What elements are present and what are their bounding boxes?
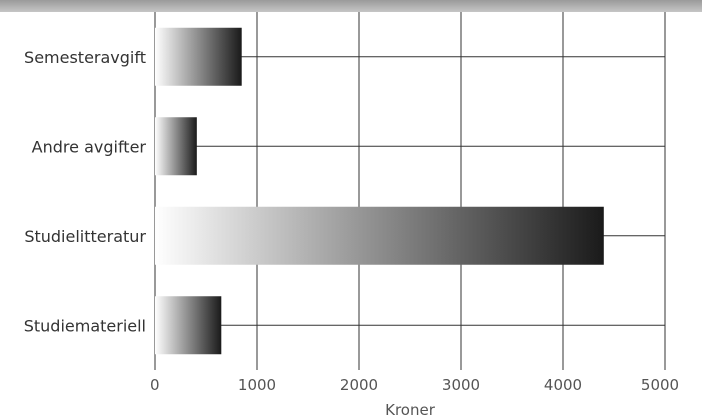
bar-andre-avgifter xyxy=(155,117,197,176)
category-label-andre-avgifter: Andre avgifter xyxy=(32,137,147,156)
x-axis-title: Kroner xyxy=(385,401,436,419)
x-tick-label-0: 0 xyxy=(150,376,160,394)
bars xyxy=(155,27,604,355)
category-label-semesteravgift: Semesteravgift xyxy=(24,48,146,67)
x-tick-label-5000: 5000 xyxy=(641,376,679,394)
bar-studiemateriell xyxy=(155,296,222,355)
category-label-studielitteratur: Studielitteratur xyxy=(24,227,146,246)
x-tick-label-2000: 2000 xyxy=(340,376,378,394)
bar-studielitteratur xyxy=(155,206,604,265)
x-tick-label-1000: 1000 xyxy=(238,376,276,394)
bar-semesteravgift xyxy=(155,27,242,86)
x-tick-label-3000: 3000 xyxy=(442,376,480,394)
category-label-studiemateriell: Studiemateriell xyxy=(24,316,146,335)
x-tick-labels: 0 1000 2000 3000 4000 5000 xyxy=(150,376,679,394)
category-labels: Semesteravgift Andre avgifter Studielitter… xyxy=(24,48,147,336)
x-tick-label-4000: 4000 xyxy=(544,376,582,394)
top-band xyxy=(0,0,702,12)
